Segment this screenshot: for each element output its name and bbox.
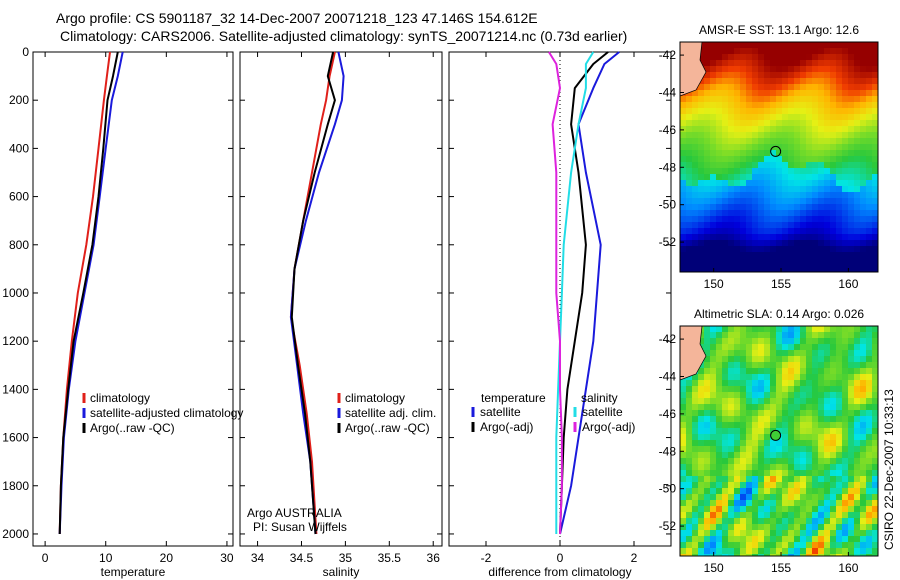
depth-tick-label: 2000 [2,527,29,541]
temperature-series-satellite-adjusted-climatology [58,51,124,535]
sla_map-field [680,326,878,556]
depth-tick-label: 400 [9,141,29,155]
sst_map-ytick-label: -42 [659,48,677,62]
difference-series-temperature-argo-adj- [559,51,609,535]
sst_map-frame [679,41,879,273]
diff-legend-label: Argo(-adj) [582,420,635,434]
sla_map-xtick-label: 160 [838,561,858,575]
sst_map-ytick-label: -48 [659,160,677,174]
salinity-legend-label: climatology [345,391,405,405]
temperature-xtick-label: 30 [220,551,234,565]
depth-tick-label: 1400 [2,382,29,396]
sla_map-title: Altimetric SLA: 0.14 Argo: 0.026 [694,307,864,321]
sla_map-ytick-label: -42 [659,332,677,346]
sst_map-field [680,42,878,272]
temperature-series-argo-raw-qc- [58,51,119,535]
temperature-legend-label: Argo(..raw -QC) [90,421,175,435]
sla_map-xtick-label: 155 [771,561,791,575]
sla_map-ytick-label: -44 [659,369,677,383]
temperature-xtick-label: 10 [99,551,113,565]
sla_map-xtick-label: 150 [704,561,724,575]
sst_map-ytick-label: -44 [659,85,677,99]
salinity-xtick-label: 34 [251,551,265,565]
salinity-series-argo-raw-qc- [290,51,336,535]
sst_map-xtick-label: 160 [838,277,858,291]
sla_map-ytick-label: -52 [659,519,677,533]
temperature-legend-label: climatology [90,391,150,405]
sla_map-ytick-label: -46 [659,407,677,421]
figure-title-line1: Argo profile: CS 5901187_32 14-Dec-2007 … [56,10,538,26]
sst_map-land [680,42,707,97]
depth-tick-label: 1800 [2,479,29,493]
sla_map-frame [679,325,879,557]
salinity-legend-label: Argo(..raw -QC) [345,421,430,435]
diff-legend-label: Argo(-adj) [480,420,533,434]
sla_map-argo-marker [770,429,782,441]
temperature-xtick-label: 20 [160,551,174,565]
difference-xtick-label: 0 [557,551,564,565]
argo-org-label: Argo AUSTRALIA [247,506,342,520]
depth-tick-label: 200 [9,93,29,107]
temperature-xlabel: temperature [101,565,166,579]
salinity-legend-label: satellite adj. clim. [345,406,436,420]
depth-tick-label: 800 [9,238,29,252]
temperature-legend-label: satellite-adjusted climatology [90,406,243,420]
salinity-xtick-label: 35.5 [378,551,402,565]
sst_map-xtick-label: 155 [771,277,791,291]
pi-label: PI: Susan Wijffels [253,520,347,534]
temperature-plot: 0 10 20 30 0 200 400 600 800 1000 1200 1400 1600 1800… [2,45,243,579]
salinity-plot: 34 34.5 35 35.5 36 salinity climatologysatelli… [239,51,443,579]
temperature-axes-frame [32,51,234,547]
diff-legend-salinity-heading: salinity [581,391,618,405]
salinity-axes-frame [239,51,443,547]
sla_map-land [680,326,707,381]
salinity-xlabel: salinity [323,565,360,579]
diff-legend-label: satellite [582,405,623,419]
difference-xlabel: difference from climatology [488,565,631,579]
depth-tick-label: 1600 [2,431,29,445]
sst_map-ytick-label: -50 [659,198,677,212]
sst_map-ytick-label: -52 [659,235,677,249]
depth-tick-label: 600 [9,190,29,204]
sst_map-ytick-label: -46 [659,123,677,137]
depth-tick-label: 0 [22,45,29,59]
difference-axes-frame [448,51,672,547]
side-timestamp: CSIRO 22-Dec-2007 10:33:13 [882,389,896,550]
difference-xtick-label: 2 [631,551,638,565]
sst_map-xtick-label: 150 [704,277,724,291]
sla_map-ytick-label: -50 [659,482,677,496]
sst-map: 150 155 160 -42 -44 -46 -48 -50 -52 AMSR-E SST: 1… [659,23,879,291]
depth-tick-label: 1200 [2,334,29,348]
salinity-xtick-label: 35 [339,551,353,565]
sla_map-ytick-label: -48 [659,444,677,458]
salinity-series-satellite-adj-clim- [289,51,345,535]
diff-legend-temperature-heading: temperature [481,391,546,405]
figure-title-line2: Climatology: CARS2006. Satellite-adjuste… [60,28,627,44]
depth-tick-label: 1000 [2,286,29,300]
sst_map-argo-marker [770,145,782,157]
diff-legend-label: satellite [480,405,521,419]
temperature-xtick-label: 0 [42,551,49,565]
difference-xtick-label: -2 [481,551,492,565]
difference-series-temperature-satellite [559,51,620,535]
sla-map: 150 155 160 -42 -44 -46 -48 -50 -52 Altimetric SL… [659,307,879,575]
salinity-xtick-label: 36 [427,551,441,565]
salinity-xtick-label: 34.5 [290,551,314,565]
sst_map-title: AMSR-E SST: 13.1 Argo: 12.6 [699,23,859,37]
difference-series-salinity-satellite [555,51,595,534]
difference-series-salinity-argo-adj- [548,51,563,535]
